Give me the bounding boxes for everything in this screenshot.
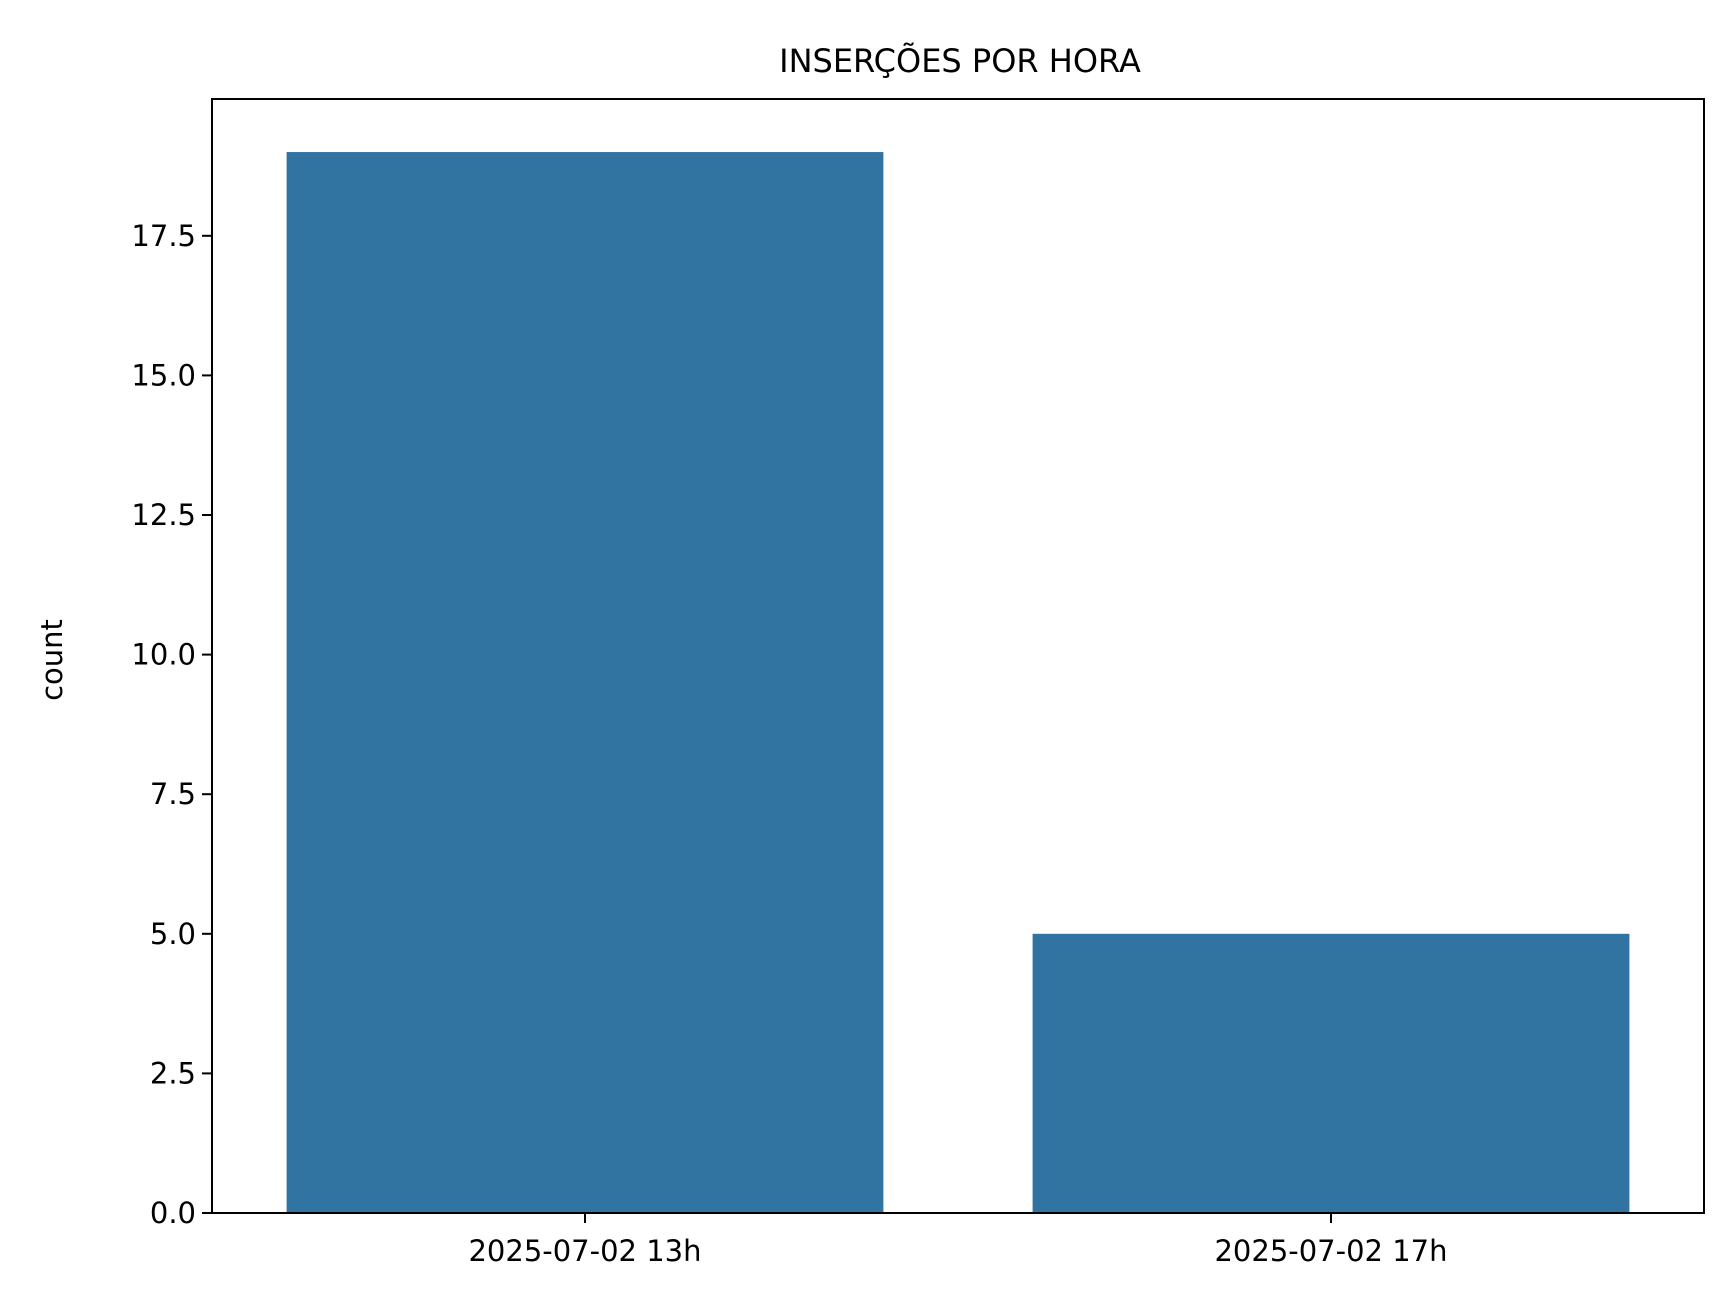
y-tick-label-4: 10.0	[131, 638, 196, 672]
x-axis-ticks: 2025-07-02 13h 2025-07-02 17h	[468, 1213, 1448, 1268]
y-axis-label: count	[35, 619, 69, 701]
bars-group	[286, 152, 1630, 1214]
plot-area-frame	[211, 98, 1705, 1214]
y-tick-label-5: 12.5	[131, 498, 196, 532]
y-tick-label-7: 17.5	[131, 219, 196, 253]
y-tick-label-6: 15.0	[131, 358, 196, 392]
bar-0	[286, 152, 884, 1214]
y-tick-label-3: 7.5	[150, 777, 196, 811]
y-tick-label-0: 0.0	[150, 1196, 196, 1230]
chart-title: INSERÇÕES POR HORA	[779, 42, 1141, 80]
x-tick-label-0: 2025-07-02 13h	[468, 1234, 701, 1268]
y-axis-ticks: 0.0 2.5 5.0 7.5 10.0 12.5 15.0 17.5	[131, 219, 212, 1230]
bar-1	[1032, 933, 1630, 1213]
y-tick-label-1: 2.5	[150, 1056, 196, 1090]
y-tick-label-2: 5.0	[150, 917, 196, 951]
x-tick-label-1: 2025-07-02 17h	[1214, 1234, 1447, 1268]
